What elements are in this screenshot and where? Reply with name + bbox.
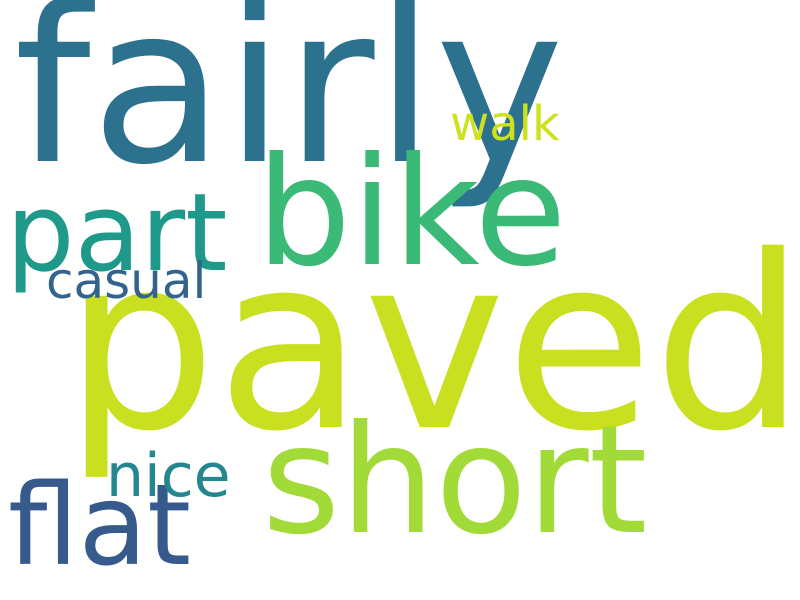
word-nice: nice [106, 441, 231, 511]
word-casual: casual [46, 252, 207, 310]
word-fairly: fairly [14, 0, 565, 213]
word-bike: bike [256, 126, 567, 300]
word-paved: paved [64, 204, 800, 484]
word-flat: flat [8, 461, 192, 591]
word-short: short [262, 394, 648, 568]
word-walk: walk [450, 96, 560, 152]
word-part: part [6, 171, 228, 296]
